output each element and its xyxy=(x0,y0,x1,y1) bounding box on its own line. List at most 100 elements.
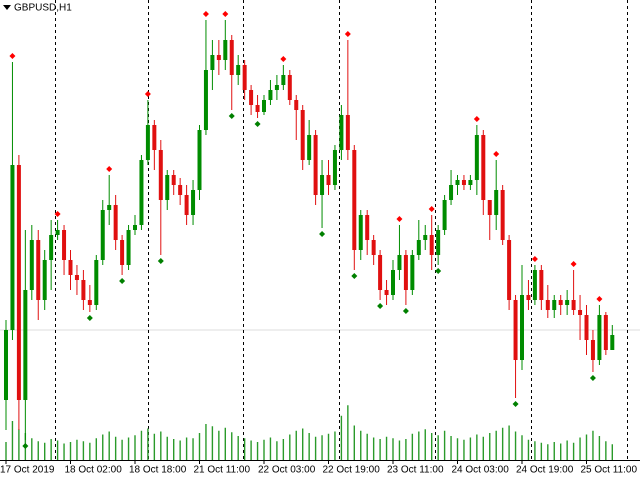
candle-body xyxy=(87,300,92,305)
x-tick-label: 24 Oct 03:00 xyxy=(452,465,510,476)
fractal-high-marker xyxy=(596,296,603,302)
fractal-low-marker xyxy=(589,375,596,381)
candle-body xyxy=(223,40,228,60)
candle-body xyxy=(571,300,576,310)
candle-body xyxy=(520,295,524,360)
candle-body xyxy=(313,135,318,195)
candle-body xyxy=(171,175,176,185)
candle-body xyxy=(352,150,357,250)
candle-body xyxy=(455,180,460,185)
candle-body xyxy=(397,255,402,270)
candle-body xyxy=(332,150,337,185)
candle-body xyxy=(113,205,118,240)
candle-body xyxy=(610,335,615,350)
candle-body xyxy=(229,40,234,75)
fractal-low-marker xyxy=(319,231,326,237)
candle-body xyxy=(507,240,512,300)
candle-body xyxy=(603,315,608,350)
candle-body xyxy=(371,240,376,255)
candle-body xyxy=(126,230,131,265)
candle-body xyxy=(468,180,473,185)
candle-body xyxy=(320,175,325,195)
candle-body xyxy=(391,270,395,295)
candle-body xyxy=(203,70,208,130)
candle-body xyxy=(242,65,247,90)
candle-body xyxy=(145,125,150,160)
x-tick-label: 22 Oct 03:00 xyxy=(258,465,316,476)
candle-body xyxy=(487,200,492,215)
candle-body xyxy=(552,300,557,310)
candle-body xyxy=(558,300,563,305)
fractal-high-marker xyxy=(344,31,351,37)
candle-body xyxy=(545,300,550,310)
x-tick-label: 25 Oct 11:00 xyxy=(581,465,638,476)
candle-body xyxy=(107,205,112,210)
candle-body xyxy=(526,295,531,300)
candle-body xyxy=(210,55,215,70)
candle-body xyxy=(158,150,163,200)
fractal-high-marker xyxy=(202,11,209,17)
candle-body xyxy=(281,75,286,85)
candle-body xyxy=(120,240,125,265)
candle-body xyxy=(532,270,537,300)
candle-body xyxy=(139,160,144,225)
candle-body xyxy=(249,90,254,105)
candle-body xyxy=(152,125,157,150)
fractal-high-marker xyxy=(144,91,151,97)
candle-body xyxy=(197,130,202,190)
candle-body xyxy=(494,190,499,215)
candle-body xyxy=(513,300,518,360)
candle-body xyxy=(165,175,170,200)
candle-body xyxy=(68,260,73,275)
candle-body xyxy=(184,195,189,215)
candle-body xyxy=(565,300,570,305)
candle-body xyxy=(578,310,583,315)
candle-body xyxy=(481,135,486,200)
x-tick-label: 23 Oct 11:00 xyxy=(387,465,444,476)
candle-body xyxy=(29,240,34,290)
fractal-low-marker xyxy=(402,308,409,314)
candle-body xyxy=(590,340,595,360)
fractal-low-marker xyxy=(157,258,164,264)
day-separators xyxy=(55,0,628,460)
candle-body xyxy=(133,225,137,230)
candle-body xyxy=(4,330,8,400)
candle-body xyxy=(416,240,421,255)
candle-body xyxy=(294,100,299,110)
candle-body xyxy=(326,175,331,185)
fractal-low-marker xyxy=(435,268,442,274)
fractal-high-marker xyxy=(54,211,61,217)
candle-body xyxy=(410,255,415,290)
candle-body xyxy=(42,260,47,300)
candle-body xyxy=(94,260,99,305)
candle-body xyxy=(539,270,544,300)
candle-body xyxy=(255,105,260,112)
candle-body xyxy=(461,180,466,185)
candle-body xyxy=(300,110,305,160)
fractal-high-marker xyxy=(222,11,229,17)
fractal-high-marker xyxy=(473,116,480,122)
x-tick-label: 18 Oct 02:00 xyxy=(65,465,123,476)
x-tick-label: 22 Oct 19:00 xyxy=(323,465,381,476)
candle-body xyxy=(378,255,383,290)
candle-body xyxy=(36,240,41,300)
fractal-low-marker xyxy=(86,315,93,321)
fractal-low-marker xyxy=(377,303,384,309)
candle-body xyxy=(74,275,79,280)
candle-body xyxy=(49,235,54,260)
x-tick-label: 18 Oct 18:00 xyxy=(129,465,187,476)
candle-body xyxy=(62,230,67,260)
candle-body xyxy=(274,85,279,90)
candle-body xyxy=(178,185,183,195)
x-tick-label: 17 Oct 2019 xyxy=(0,465,55,476)
candle-body xyxy=(307,135,312,160)
fractal-high-marker xyxy=(106,166,113,172)
candle-body xyxy=(584,315,589,340)
fractal-low-marker xyxy=(254,121,261,127)
x-tick-label: 24 Oct 19:00 xyxy=(516,465,574,476)
candle-body xyxy=(236,65,241,75)
candle-body xyxy=(216,55,221,60)
candle-body xyxy=(16,165,21,400)
